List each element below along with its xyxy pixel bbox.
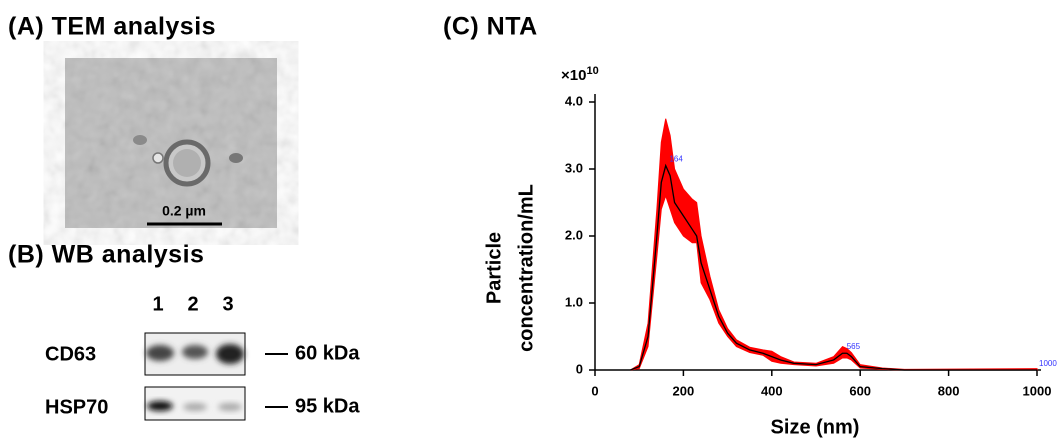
size-label: 60 kDa xyxy=(295,342,360,364)
panel-title: (A) TEM analysis xyxy=(8,13,216,41)
blot xyxy=(144,332,288,421)
mean-line xyxy=(630,163,1037,371)
lane-label: 3 xyxy=(222,293,233,315)
protein-label: HSP70 xyxy=(45,396,108,418)
y-tick-label: 4.0 xyxy=(565,93,583,108)
y-tick-label: 1.0 xyxy=(565,294,583,309)
y-axis-label: Particle xyxy=(483,232,505,304)
plot: 0 1.0 2.0 3.0 4.0 0 200 400 600 800 1000 164 565 1000 xyxy=(565,93,1057,398)
tem-image xyxy=(65,58,277,228)
peak-label: 1000 xyxy=(1039,359,1057,368)
x-axis-label: Size (nm) xyxy=(771,416,860,438)
scale-bar-label: 0.2 µm xyxy=(162,203,206,219)
y-multiplier: ×1010 xyxy=(561,65,599,84)
x-tick-label: 0 xyxy=(591,383,598,398)
multiplier-exponent: 10 xyxy=(586,65,598,77)
y-axis-label: concentration/mL xyxy=(515,184,537,352)
error-band xyxy=(630,118,1038,371)
x-tick-label: 800 xyxy=(938,383,960,398)
peak-label: 164 xyxy=(669,154,683,163)
peak-label: 565 xyxy=(847,342,861,351)
y-tick-label: 2.0 xyxy=(565,227,583,242)
x-tick-label: 1000 xyxy=(1023,383,1052,398)
x-tick-label: 200 xyxy=(673,383,695,398)
multiplier-base: ×10 xyxy=(561,67,586,84)
protein-label: CD63 xyxy=(45,343,96,365)
size-label: 95 kDa xyxy=(295,395,360,417)
lane-label: 2 xyxy=(187,293,198,315)
panel-title: (B) WB analysis xyxy=(8,241,204,269)
x-tick-label: 600 xyxy=(849,383,871,398)
y-tick-label: 0 xyxy=(576,361,583,376)
x-tick-label: 400 xyxy=(761,383,783,398)
y-tick-label: 3.0 xyxy=(565,160,583,175)
lane-label: 1 xyxy=(152,293,163,315)
chart-title: (C) NTA xyxy=(443,13,538,41)
